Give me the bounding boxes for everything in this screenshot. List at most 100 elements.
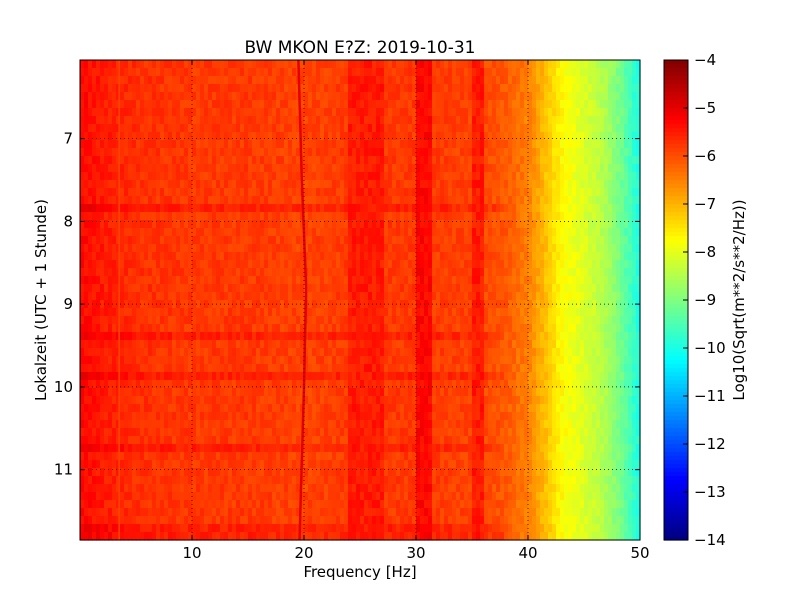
heatmap-cell: [392, 60, 397, 69]
heatmap-cell: [524, 68, 529, 77]
heatmap-cell: [100, 148, 105, 157]
heatmap-cell: [312, 132, 317, 141]
heatmap-cell: [196, 284, 201, 293]
heatmap-cell: [84, 276, 89, 285]
heatmap-cell: [560, 188, 565, 197]
heatmap-cell: [444, 316, 449, 325]
heatmap-cell: [552, 84, 557, 93]
heatmap-cell: [612, 316, 617, 325]
heatmap-cell: [244, 236, 249, 245]
heatmap-cell: [116, 124, 121, 133]
heatmap-cell: [412, 60, 417, 69]
heatmap-cell: [304, 236, 309, 245]
heatmap-cell: [108, 108, 113, 117]
heatmap-cell: [268, 212, 273, 221]
heatmap-cell: [260, 308, 265, 317]
heatmap-cell: [576, 276, 581, 285]
heatmap-cell: [240, 212, 245, 221]
heatmap-cell: [364, 276, 369, 285]
heatmap-cell: [468, 300, 473, 309]
heatmap-cell: [496, 284, 501, 293]
heatmap-cell: [620, 108, 625, 117]
heatmap-cell: [464, 212, 469, 221]
heatmap-cell: [256, 124, 261, 133]
heatmap-cell: [304, 220, 309, 229]
heatmap-cell: [268, 292, 273, 301]
heatmap-cell: [264, 60, 269, 69]
heatmap-cell: [228, 268, 233, 277]
heatmap-cell: [384, 324, 389, 333]
heatmap-cell: [380, 212, 385, 221]
heatmap-cell: [428, 332, 433, 341]
heatmap-cell: [612, 84, 617, 93]
heatmap-cell: [324, 84, 329, 93]
heatmap-cell: [536, 236, 541, 245]
heatmap-cell: [332, 156, 337, 165]
heatmap-cell: [600, 212, 605, 221]
heatmap-cell: [148, 236, 153, 245]
heatmap-cell: [568, 236, 573, 245]
heatmap-cell: [184, 164, 189, 173]
heatmap-cell: [508, 244, 513, 253]
heatmap-cell: [104, 108, 109, 117]
heatmap-cell: [492, 180, 497, 189]
heatmap-cell: [392, 260, 397, 269]
heatmap-cell: [396, 252, 401, 261]
heatmap-cell: [264, 292, 269, 301]
heatmap-cell: [472, 252, 477, 261]
heatmap-cell: [268, 76, 273, 85]
heatmap-cell: [480, 92, 485, 101]
heatmap-cell: [444, 228, 449, 237]
heatmap-cell: [124, 212, 129, 221]
heatmap-cell: [508, 116, 513, 125]
heatmap-cell: [252, 228, 257, 237]
heatmap-cell: [500, 124, 505, 133]
heatmap-cell: [600, 148, 605, 157]
heatmap-cell: [396, 132, 401, 141]
heatmap-cell: [488, 196, 493, 205]
heatmap-cell: [340, 140, 345, 149]
heatmap-cell: [552, 300, 557, 309]
heatmap-cell: [128, 204, 133, 213]
heatmap-cell: [332, 324, 337, 333]
heatmap-cell: [120, 156, 125, 165]
heatmap-cell: [228, 148, 233, 157]
heatmap-cell: [376, 132, 381, 141]
heatmap-cell: [136, 108, 141, 117]
heatmap-cell: [376, 188, 381, 197]
heatmap-cell: [260, 116, 265, 125]
heatmap-cell: [392, 292, 397, 301]
heatmap-cell: [336, 100, 341, 109]
heatmap-cell: [92, 204, 97, 213]
heatmap-cell: [236, 292, 241, 301]
heatmap-cell: [264, 132, 269, 141]
heatmap-cell: [216, 292, 221, 301]
heatmap-cell: [244, 196, 249, 205]
heatmap-cell: [412, 148, 417, 157]
heatmap-cell: [432, 220, 437, 229]
heatmap-cell: [448, 124, 453, 133]
heatmap-cell: [324, 116, 329, 125]
heatmap-cell: [380, 148, 385, 157]
heatmap-cell: [352, 204, 357, 213]
heatmap-cell: [600, 196, 605, 205]
heatmap-cell: [556, 300, 561, 309]
heatmap-cell: [128, 188, 133, 197]
heatmap-cell: [616, 68, 621, 77]
heatmap-cell: [248, 92, 253, 101]
heatmap-cell: [336, 300, 341, 309]
heatmap-cell: [308, 324, 313, 333]
heatmap-cell: [148, 308, 153, 317]
heatmap-cell: [320, 132, 325, 141]
heatmap-cell: [424, 188, 429, 197]
heatmap-cell: [460, 204, 465, 213]
heatmap-cell: [276, 84, 281, 93]
heatmap-cell: [500, 300, 505, 309]
heatmap-cell: [152, 244, 157, 253]
heatmap-cell: [484, 108, 489, 117]
heatmap-cell: [204, 324, 209, 333]
heatmap-cell: [540, 124, 545, 133]
heatmap-cell: [276, 212, 281, 221]
heatmap-cell: [568, 148, 573, 157]
heatmap-cell: [460, 92, 465, 101]
